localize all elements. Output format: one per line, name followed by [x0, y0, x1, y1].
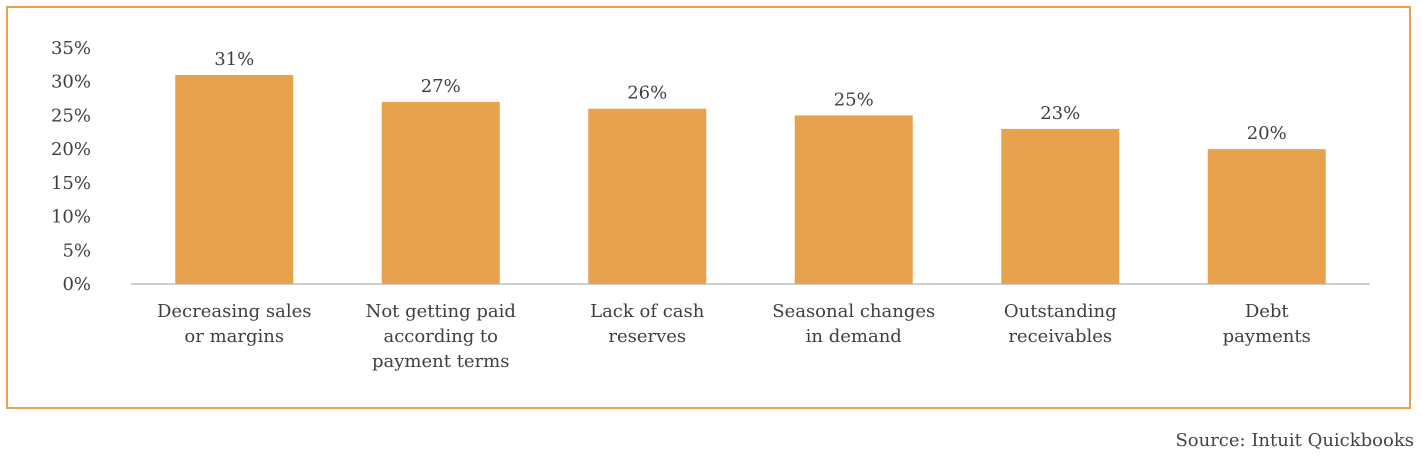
bar	[1207, 149, 1326, 284]
x-tick-label: Seasonal changes	[772, 301, 935, 322]
x-tick-label: payment terms	[372, 351, 510, 372]
y-tick-label: 25%	[51, 105, 91, 126]
x-tick-label: receivables	[1008, 326, 1112, 347]
data-label: 26%	[627, 83, 667, 104]
data-label: 25%	[834, 89, 874, 110]
x-tick-label: payments	[1223, 326, 1311, 347]
x-tick-label: according to	[383, 326, 498, 347]
y-tick-label: 5%	[62, 240, 91, 261]
y-tick-label: 35%	[51, 38, 91, 59]
x-tick-label: Not getting paid	[366, 301, 516, 322]
bar	[175, 74, 294, 284]
bar-chart: 0% 5% 10% 15% 20% 25% 30% 35% 31% Decreasing sale…	[51, 38, 1370, 372]
y-tick-label: 30%	[51, 72, 91, 93]
x-tick-label: Decreasing sales	[157, 301, 312, 322]
source-note: Source: Intuit Quickbooks	[1175, 430, 1414, 451]
y-tick-label: 0%	[62, 274, 91, 295]
chart-frame: 0% 5% 10% 15% 20% 25% 30% 35% 31% Decreasing sale…	[6, 6, 1411, 409]
bar	[1001, 128, 1120, 284]
bar	[588, 108, 707, 284]
data-label: 27%	[421, 76, 461, 97]
data-label: 31%	[214, 49, 254, 70]
y-tick-label: 15%	[51, 173, 91, 194]
bar	[794, 115, 913, 284]
x-tick-label: Lack of cash	[590, 301, 705, 322]
data-label: 20%	[1247, 123, 1287, 144]
x-tick-label: or margins	[184, 326, 284, 347]
x-tick-label: Debt	[1245, 301, 1290, 322]
data-label: 23%	[1040, 103, 1080, 124]
bar	[381, 101, 500, 284]
x-tick-label: Outstanding	[1004, 301, 1117, 322]
y-tick-label: 20%	[51, 139, 91, 160]
x-tick-label: reserves	[608, 326, 686, 347]
x-tick-label: in demand	[806, 326, 902, 347]
y-tick-label: 10%	[51, 207, 91, 228]
